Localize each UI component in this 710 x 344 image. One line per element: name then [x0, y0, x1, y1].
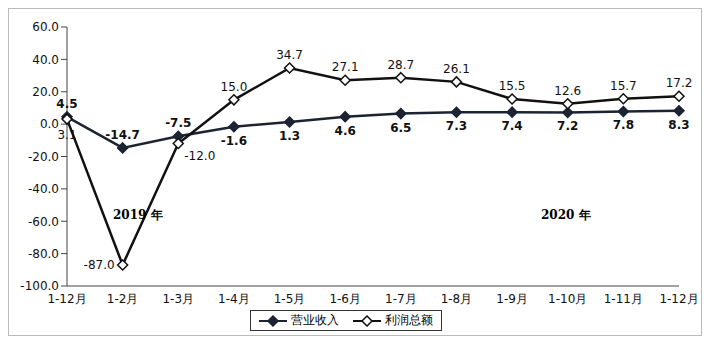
svg-text:-100.0: -100.0 — [20, 279, 59, 293]
svg-text:7.2: 7.2 — [557, 119, 578, 133]
svg-text:15.7: 15.7 — [610, 79, 637, 93]
svg-text:1-8月: 1-8月 — [441, 292, 473, 306]
svg-text:15.0: 15.0 — [221, 80, 248, 94]
svg-text:-12.0: -12.0 — [184, 149, 215, 163]
html-text:营业收入: 营业收入 — [291, 313, 339, 327]
svg-text:-60.0: -60.0 — [28, 215, 59, 229]
svg-text:12.6: 12.6 — [554, 84, 581, 98]
svg-text:1-6月: 1-6月 — [329, 292, 361, 306]
svg-text:15.5: 15.5 — [499, 79, 526, 93]
svg-text:20.0: 20.0 — [32, 85, 59, 99]
svg-text:60.0: 60.0 — [32, 20, 59, 34]
svg-text:6.5: 6.5 — [390, 121, 411, 135]
svg-text:26.1: 26.1 — [443, 62, 470, 76]
svg-text:4.6: 4.6 — [335, 124, 356, 138]
svg-text:1-11月: 1-11月 — [604, 292, 643, 306]
svg-text:1.3: 1.3 — [279, 129, 300, 143]
html-text:2020 年: 2020 年 — [541, 208, 591, 222]
html-text:2019 年: 2019 年 — [113, 208, 163, 222]
svg-text:1-10月: 1-10月 — [548, 292, 587, 306]
svg-text:1-7月: 1-7月 — [385, 292, 417, 306]
svg-text:8.3: 8.3 — [668, 118, 689, 132]
svg-text:1-9月: 1-9月 — [496, 292, 528, 306]
svg-text:-7.5: -7.5 — [165, 116, 191, 130]
svg-text:-80.0: -80.0 — [28, 247, 59, 261]
svg-text:1-5月: 1-5月 — [274, 292, 306, 306]
svg-text:34.7: 34.7 — [276, 48, 303, 62]
svg-text:-14.7: -14.7 — [105, 128, 140, 142]
svg-text:1-3月: 1-3月 — [162, 292, 194, 306]
svg-text:7.8: 7.8 — [613, 118, 634, 132]
svg-text:4.5: 4.5 — [56, 97, 77, 111]
svg-text:3.1: 3.1 — [57, 128, 76, 142]
svg-text:7.4: 7.4 — [501, 119, 522, 133]
svg-text:1-2月: 1-2月 — [107, 292, 139, 306]
svg-text:1-4月: 1-4月 — [218, 292, 250, 306]
svg-text:28.7: 28.7 — [387, 58, 414, 72]
svg-text:1-12月: 1-12月 — [659, 292, 698, 306]
svg-text:-40.0: -40.0 — [28, 182, 59, 196]
svg-text:-20.0: -20.0 — [28, 150, 59, 164]
html-text:利润总额: 利润总额 — [385, 313, 433, 327]
svg-text:0.0: 0.0 — [40, 117, 59, 131]
svg-text:17.2: 17.2 — [666, 76, 693, 90]
svg-text:-1.6: -1.6 — [221, 134, 247, 148]
svg-text:7.3: 7.3 — [446, 119, 467, 133]
svg-text:27.1: 27.1 — [332, 60, 359, 74]
svg-text:-87.0: -87.0 — [84, 258, 115, 272]
svg-text:1-12月: 1-12月 — [47, 292, 86, 306]
svg-text:40.0: 40.0 — [32, 53, 59, 67]
